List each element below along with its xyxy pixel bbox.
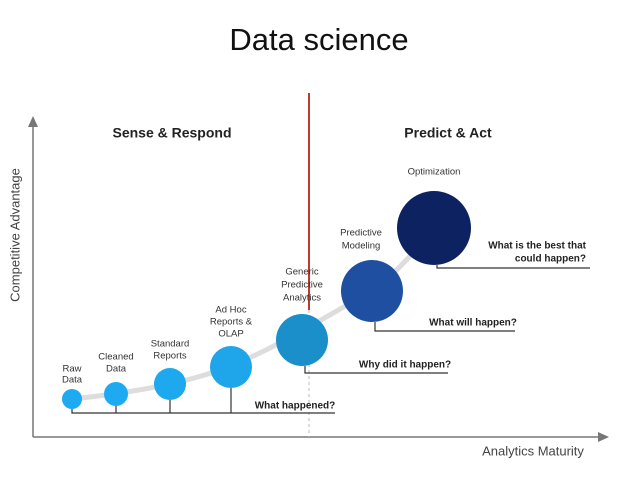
y-axis-label: Competitive Advantage [7,168,22,302]
node-label: Analytics [283,293,321,304]
bracket [304,366,448,374]
node-label: Generic [285,267,319,278]
node-label: Ad Hoc [215,305,246,316]
node-label: OLAP [218,329,243,340]
node [341,260,403,322]
question: What is the best that [488,241,586,252]
node-label: Reports [153,351,187,362]
x-arrow [598,432,609,442]
node-label: Raw [62,364,81,375]
node-label: Predictive [340,228,382,239]
node [62,389,82,409]
node [154,368,186,400]
node [104,382,128,406]
node-label: Data [106,364,127,375]
question: What happened? [255,401,336,412]
section-label: Predict & Act [404,125,492,141]
bracket [374,322,515,332]
node-label: Predictive [281,280,323,291]
bracket [71,388,335,414]
question: could happen? [515,254,586,265]
node-label: Standard [151,339,190,350]
section-label: Sense & Respond [112,125,231,141]
title: Data science [229,22,408,57]
y-arrow [28,116,38,127]
node [276,314,328,366]
node-label: Reports & [210,317,253,328]
node-label: Data [62,375,83,386]
x-axis-label: Analytics Maturity [482,443,584,458]
node-label: Optimization [408,167,461,178]
node-label: Modeling [342,241,381,252]
bracket [436,265,590,269]
node [210,346,252,388]
node [397,191,471,265]
node-label: Cleaned [98,352,133,363]
question: Why did it happen? [359,360,451,371]
question: What will happen? [429,318,517,329]
